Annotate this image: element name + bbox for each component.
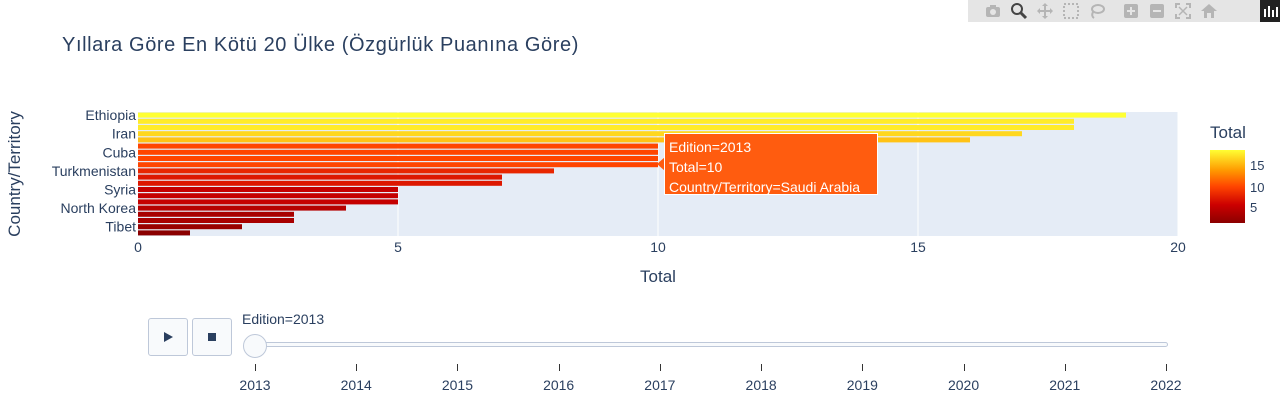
y-tick-label: North Korea: [61, 200, 137, 216]
hover-tooltip-arrow: [657, 157, 665, 171]
bar[interactable]: [138, 156, 658, 161]
slider-tick: [761, 364, 763, 371]
y-tick-label: Turkmenistan: [52, 163, 136, 179]
reset-axes-icon[interactable]: [1196, 0, 1222, 22]
hover-country: Country/Territory=Saudi Arabia: [669, 179, 861, 195]
x-tick-label: 10: [650, 239, 666, 255]
slider-year-label[interactable]: 2017: [644, 377, 676, 393]
hover-tooltip: Edition=2013 Total=10 Country/Territory=…: [664, 133, 878, 195]
zoom-icon[interactable]: [1006, 0, 1032, 22]
x-axis-title: Total: [640, 267, 676, 286]
x-tick-label: 0: [134, 239, 142, 255]
bar[interactable]: [138, 131, 1022, 137]
y-tick-label: Syria: [104, 182, 136, 198]
modebar: [968, 0, 1280, 22]
zoom-in-icon[interactable]: [1118, 0, 1144, 22]
colorbar-title: Total: [1210, 123, 1246, 142]
slider-year-label[interactable]: 2022: [1150, 377, 1182, 393]
box-select-icon[interactable]: [1058, 0, 1084, 22]
y-axis-title: Country/Territory: [5, 111, 24, 237]
bar[interactable]: [138, 168, 554, 174]
bar[interactable]: [138, 125, 1074, 130]
play-button[interactable]: [148, 318, 188, 356]
slider-year-label[interactable]: 2015: [441, 377, 474, 393]
y-tick-label: Iran: [112, 126, 136, 142]
pan-icon[interactable]: [1032, 0, 1058, 22]
bar[interactable]: [138, 143, 658, 149]
slider-tick: [963, 364, 965, 371]
play-icon: [164, 332, 173, 342]
bar[interactable]: [138, 187, 398, 192]
slider-tick: [1166, 364, 1167, 371]
plotly-logo-icon[interactable]: [1260, 0, 1280, 22]
y-tick-label: Cuba: [103, 144, 137, 160]
bar[interactable]: [138, 174, 502, 180]
zoom-out-icon[interactable]: [1144, 0, 1170, 22]
hover-edition: Edition=2013: [669, 139, 752, 155]
bar[interactable]: [138, 224, 242, 230]
hover-total: Total=10: [669, 159, 723, 175]
slider-tick: [255, 364, 256, 371]
slider-rail[interactable]: [254, 342, 1168, 347]
slider-year-label[interactable]: 2018: [745, 377, 777, 393]
bar[interactable]: [138, 230, 190, 236]
x-tick-label: 15: [910, 239, 926, 255]
bar[interactable]: [138, 193, 398, 199]
autoscale-icon[interactable]: [1170, 0, 1196, 22]
bar[interactable]: [138, 149, 658, 155]
lasso-icon[interactable]: [1084, 0, 1110, 22]
bar[interactable]: [138, 112, 1126, 118]
colorbar-tick-10: 10: [1250, 180, 1265, 195]
slider-year-label[interactable]: 2013: [239, 377, 271, 393]
stop-icon: [208, 333, 216, 341]
bar[interactable]: [138, 180, 502, 186]
camera-icon[interactable]: [980, 0, 1006, 22]
slider-tick: [659, 364, 661, 371]
x-tick-label: 20: [1170, 239, 1186, 255]
slider-current-label: Edition=2013: [242, 311, 325, 327]
slider-year-label[interactable]: 2020: [947, 377, 980, 393]
slider-grip[interactable]: [243, 334, 267, 358]
bar[interactable]: [138, 211, 294, 217]
y-tick-label: Tibet: [105, 219, 136, 235]
chart-title: Yıllara Göre En Kötü 20 Ülke (Özgürlük P…: [62, 34, 579, 56]
colorbar: [1210, 150, 1245, 223]
bar-chart: 0 5 10 15 20 Ethiopia Iran Cuba Turkmenistan Syr…: [5, 107, 1186, 286]
bar[interactable]: [138, 162, 658, 168]
x-tick-label: 5: [394, 239, 402, 255]
slider-year-label[interactable]: 2021: [1049, 377, 1081, 393]
slider-year-label[interactable]: 2014: [340, 377, 372, 393]
colorbar-tick-15: 15: [1250, 158, 1265, 173]
bar[interactable]: [138, 118, 1074, 124]
stop-button[interactable]: [192, 318, 232, 356]
slider-tick: [356, 364, 358, 371]
slider-tick: [558, 364, 560, 371]
slider-tick: [862, 364, 864, 371]
y-tick-label: Ethiopia: [85, 107, 136, 123]
slider-tick: [1064, 364, 1066, 371]
bar[interactable]: [138, 205, 346, 211]
slider-year-label[interactable]: 2019: [846, 377, 878, 393]
bar[interactable]: [138, 199, 398, 205]
bar[interactable]: [138, 137, 970, 143]
slider-tick: [457, 364, 459, 371]
colorbar-tick-5: 5: [1250, 200, 1258, 215]
slider-year-label[interactable]: 2016: [543, 377, 575, 393]
bar[interactable]: [138, 218, 294, 223]
